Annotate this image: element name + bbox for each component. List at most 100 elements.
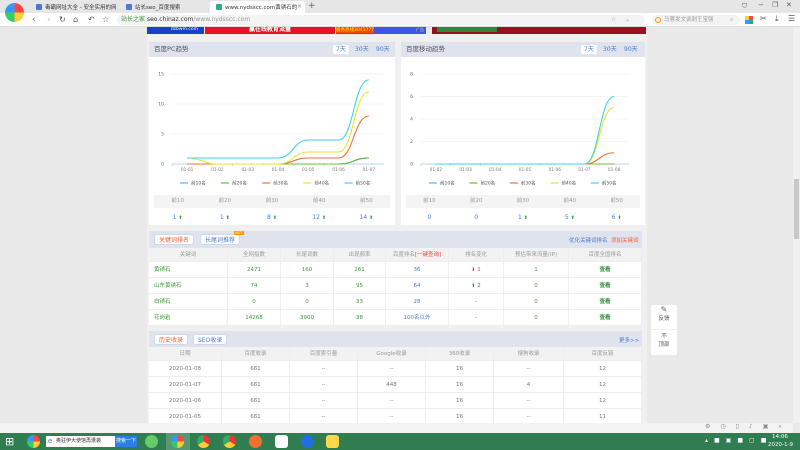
close-tab-icon[interactable]: ✕ — [297, 4, 302, 10]
app-icon[interactable] — [145, 435, 158, 448]
ad-banner[interactable]: dzbwm.com 赢在线教育流量 服务热线3041777 广告 — [147, 27, 647, 34]
tab-label: 毒霸网址大全 - 安全实用的网 — [45, 5, 117, 11]
view-national-rank-link[interactable]: 查看 — [569, 294, 642, 309]
keyword-link[interactable]: 白锈石 — [149, 294, 228, 309]
range-7d[interactable]: 7天 — [333, 45, 349, 54]
traffic-value: 0 — [504, 294, 569, 309]
tab-3[interactable]: www.nydsscc.com黄锈石的 ✕ — [210, 1, 305, 13]
menu-icon[interactable]: ☰ — [788, 14, 796, 23]
traffic-value: 0 — [504, 310, 569, 325]
range-90d[interactable]: 90天 — [624, 46, 638, 53]
app-icon[interactable] — [326, 435, 339, 448]
taskbar: ⊞ e 奥驻伊大使馆再遭袭 搜索一下 ▴■▣■▢■ 14:06 2020-1-9 — [0, 433, 800, 450]
skin-icon[interactable]: ⛉ — [742, 2, 748, 10]
apps-icon[interactable] — [745, 16, 753, 24]
table-cell: 448 — [358, 377, 426, 392]
feedback-button[interactable]: ✎ 反馈 — [651, 305, 677, 330]
more-link[interactable]: 更多>> — [619, 338, 640, 344]
chrome-icon[interactable] — [223, 435, 236, 448]
scissors-icon[interactable]: ✂ — [760, 14, 767, 23]
view-national-rank-link[interactable]: 查看 — [569, 278, 642, 293]
one-click-query-link[interactable]: [一键查询] — [414, 252, 442, 258]
range-30d[interactable]: 30天 — [603, 46, 617, 53]
status-icons[interactable]: ⚙◷▯♪▣⌕ — [705, 423, 792, 430]
close-window-button[interactable]: ✕ — [786, 1, 792, 9]
minimize-button[interactable]: − — [758, 1, 764, 9]
rank-link[interactable]: 100名以外 — [386, 310, 449, 325]
legend-label: 前40名 — [561, 180, 576, 187]
tab-keyword-ranking[interactable]: 关键词排名 — [154, 234, 195, 245]
taskbar-search-input[interactable]: e 奥驻伊大使馆再遭袭 — [46, 436, 115, 447]
summary-value[interactable]: 12 ⬆ — [312, 214, 327, 221]
download-icon[interactable]: ⤓ — [775, 14, 779, 23]
range-30d[interactable]: 30天 — [355, 46, 369, 53]
forward-icon[interactable]: › — [47, 15, 51, 25]
url-input[interactable]: 站长之家 seo.chinaz.com/www.nydsscc.com ☆ ⌄ — [117, 15, 645, 25]
app-icon[interactable] — [301, 435, 314, 448]
refresh-icon[interactable]: ↻ — [59, 15, 66, 24]
tab-history-index[interactable]: 历史收录 — [154, 334, 189, 345]
new-tab-button[interactable]: + — [308, 1, 316, 11]
back-to-top-button[interactable]: 不顶部 — [651, 331, 677, 355]
mobile-summary-values: 0 0 1 ⬆ 5 ⬆ 6 ⬆ — [406, 211, 640, 224]
range-90d[interactable]: 90天 — [376, 46, 390, 53]
summary-value[interactable]: 1 ⬆ — [219, 214, 230, 221]
back-icon[interactable]: ‹ — [32, 15, 36, 25]
summary-value[interactable]: 1 ⬆ — [172, 214, 183, 221]
ad-right-blue[interactable]: 服务热线3041777 广告 — [336, 27, 426, 34]
summary-value[interactable]: 8 ⬆ — [267, 214, 277, 221]
rank-link[interactable]: 28 — [386, 294, 449, 309]
clock-time[interactable]: 14:06 — [772, 434, 788, 440]
summary-value[interactable]: 14 ⬆ — [359, 214, 374, 221]
bookmark-star-icon[interactable]: ☆ — [611, 16, 617, 23]
y-tick-label: 0 — [161, 162, 164, 168]
summary-value[interactable]: 6 ⬆ — [611, 214, 622, 221]
page-scrollbar[interactable] — [793, 27, 800, 423]
keyword-link[interactable]: 花岗岩 — [149, 310, 228, 325]
view-national-rank-link[interactable]: 查看 — [569, 310, 642, 325]
ad-label: 广告 — [416, 27, 424, 32]
pc-trend-chart: 0 5 10 15 01-01 01-02 01-03 01-04 01-05 01-06 01-0… — [158, 72, 384, 187]
rank-link[interactable]: 64 — [386, 278, 449, 293]
windows-start-icon[interactable]: ⊞ — [5, 435, 15, 448]
app-icon[interactable] — [27, 435, 40, 448]
range-7d[interactable]: 7天 — [581, 45, 597, 54]
ad-left[interactable]: dzbwm.com — [147, 27, 204, 34]
ad-middle[interactable]: 赢在线教育流量 — [205, 27, 335, 34]
clock-date[interactable]: 2020-1-9 — [768, 442, 793, 448]
summary-value[interactable]: 0 — [474, 214, 479, 221]
undo-icon[interactable]: ↶ — [88, 15, 95, 24]
keyword-section-header: 关键词排名 长尾词推荐 HOT 优化关键词排名 添加关键词 — [149, 231, 642, 248]
view-national-rank-link[interactable]: 查看 — [569, 262, 642, 277]
summary-value[interactable]: 0 — [427, 214, 432, 221]
scrollbar-thumb[interactable] — [794, 179, 799, 239]
x-tick-label: 01-04 — [272, 167, 285, 173]
table-cell: 4 — [494, 377, 564, 392]
chrome-icon[interactable] — [197, 435, 210, 448]
column-header: 360收录 — [426, 347, 494, 360]
browser-logo[interactable] — [5, 3, 24, 22]
maximize-button[interactable]: ❐ — [772, 1, 779, 9]
summary-value[interactable]: 5 ⬆ — [564, 214, 575, 221]
keyword-link[interactable]: 山东黄锈石 — [149, 278, 228, 293]
taskbar-search-button[interactable]: 搜索一下 — [115, 436, 137, 447]
search-input[interactable]: 马蓉发文讽刺王宝强 ⌕ — [652, 15, 740, 25]
ad-far-right[interactable] — [432, 27, 646, 34]
tab-label: www.nydsscc.com黄锈石的 — [225, 5, 298, 11]
optimize-keyword-link[interactable]: 优化关键词排名 — [569, 238, 608, 244]
summary-value[interactable]: 1 ⬆ — [518, 214, 528, 221]
keyword-table: 关键词 全网指数 长尾词数 出现频率 百度排名[一键查询] 排名变化 预估带来流量(IP) 百… — [149, 248, 642, 326]
app-icon[interactable] — [249, 435, 262, 448]
keyword-link[interactable]: 黄锈石 — [149, 262, 228, 277]
browser-app-icon[interactable] — [171, 435, 184, 448]
add-keyword-link[interactable]: 添加关键词 — [611, 238, 639, 244]
home-icon[interactable]: ⌂ — [73, 15, 79, 24]
search-icon[interactable]: ⌕ — [730, 17, 734, 23]
tray-icons[interactable]: ▴■▣■▢■ — [705, 437, 773, 444]
tab-seo-index[interactable]: SEO收录 — [193, 334, 228, 345]
app-icon[interactable] — [275, 435, 288, 448]
favorite-star-icon[interactable]: ☆ — [102, 15, 110, 24]
tab-longtail-recommend[interactable]: 长尾词推荐 — [200, 234, 241, 245]
rank-link[interactable]: 36 — [386, 262, 449, 277]
url-dropdown-icon[interactable]: ⌄ — [625, 16, 631, 23]
